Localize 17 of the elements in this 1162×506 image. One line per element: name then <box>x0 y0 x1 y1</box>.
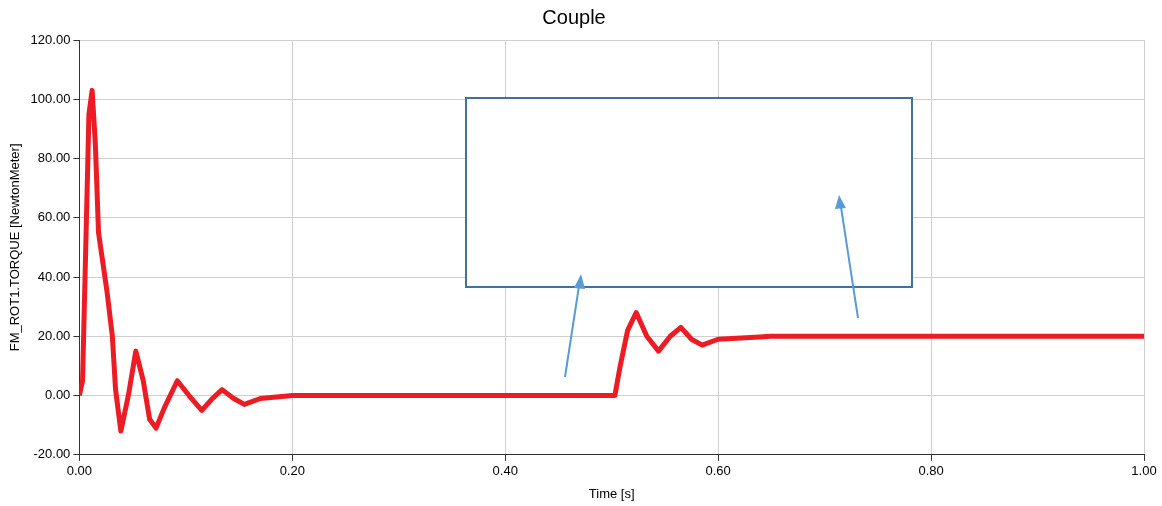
x-tick-label: 0.60 <box>705 463 731 479</box>
y-tick-label: 80.00 <box>37 150 71 166</box>
chart-title: Couple <box>542 5 606 28</box>
y-tick-label: 100.00 <box>30 90 71 106</box>
x-tick-label: 0.40 <box>492 463 518 479</box>
y-axis-title: FM_ROT1.TORQUE [NewtonMeter] <box>7 143 23 352</box>
y-tick-label: 60.00 <box>37 209 71 225</box>
x-axis-title: Time [s] <box>588 485 635 501</box>
x-tick-label: 1.00 <box>1131 463 1157 479</box>
x-tick-label: 0.80 <box>918 463 944 479</box>
y-tick-label: 120.00 <box>30 31 71 47</box>
y-tick-label: -20.00 <box>33 446 71 462</box>
x-tick-label: 0.00 <box>66 463 93 479</box>
y-tick-label: 0.00 <box>45 387 71 403</box>
y-tick-label: 40.00 <box>37 268 71 284</box>
x-tick-label: 0.20 <box>279 463 305 479</box>
y-tick-label: 20.00 <box>37 327 71 343</box>
